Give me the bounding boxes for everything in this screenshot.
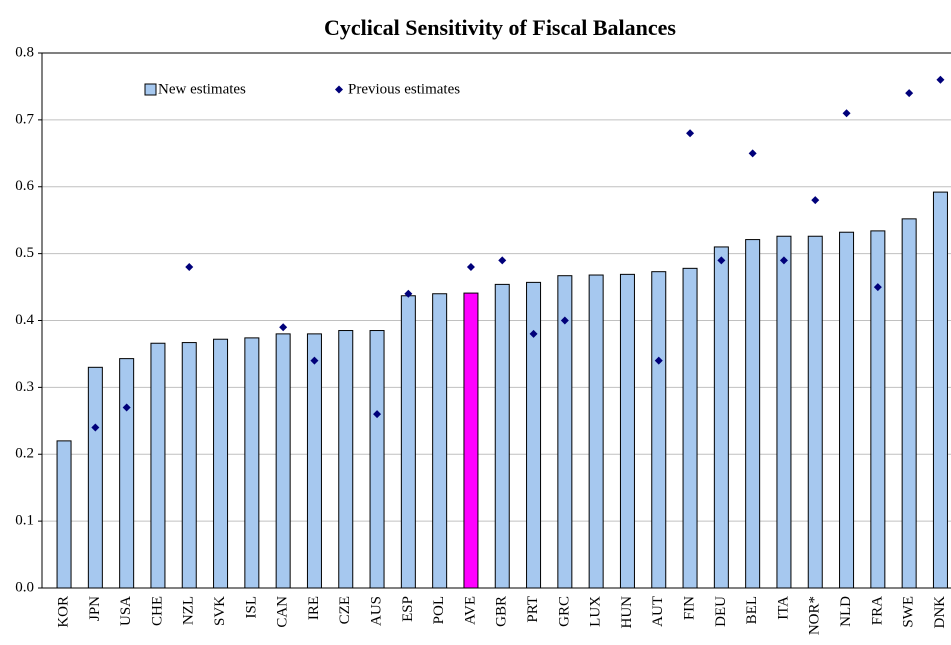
y-tick-label: 0.5 xyxy=(15,245,34,261)
y-tick-label: 0.2 xyxy=(15,446,34,462)
x-tick-label: IRE xyxy=(306,596,322,620)
y-tick-label: 0.8 xyxy=(15,44,34,60)
x-tick-label: CZE xyxy=(337,596,353,624)
x-tick-label: CHE xyxy=(149,596,165,626)
bar xyxy=(494,283,510,589)
x-tick-label: GRC xyxy=(556,596,572,627)
x-tick-label: KOR xyxy=(55,596,71,628)
bar xyxy=(181,342,197,589)
bar xyxy=(588,274,604,589)
marker xyxy=(404,289,413,298)
x-tick-label: NOR* xyxy=(807,596,823,635)
bar xyxy=(651,271,667,589)
x-tick-label: ISL xyxy=(243,596,259,619)
marker xyxy=(654,356,663,365)
marker xyxy=(279,323,288,332)
bar xyxy=(776,235,792,589)
bar xyxy=(526,281,542,589)
x-tick-label: SWE xyxy=(901,596,917,628)
marker xyxy=(498,256,507,265)
marker xyxy=(529,329,538,338)
bar xyxy=(213,338,229,589)
marker xyxy=(748,149,757,158)
marker xyxy=(560,316,569,325)
y-tick-label: 0.1 xyxy=(15,513,34,529)
marker xyxy=(873,283,882,292)
bar xyxy=(463,292,479,589)
marker xyxy=(91,423,100,432)
x-tick-label: USA xyxy=(118,596,134,626)
bar xyxy=(839,231,855,589)
x-tick-label: ITA xyxy=(775,596,791,620)
legend-swatch xyxy=(335,85,343,94)
marker xyxy=(811,196,820,205)
x-tick-label: ESP xyxy=(400,596,416,622)
bar xyxy=(400,295,416,589)
bar xyxy=(119,358,135,589)
y-tick-label: 0.7 xyxy=(15,111,34,127)
marker xyxy=(717,256,726,265)
bar xyxy=(338,330,354,589)
x-tick-label: GBR xyxy=(494,596,510,627)
x-tick-label: FRA xyxy=(869,596,885,625)
legend-swatch xyxy=(144,83,157,96)
x-tick-label: PRT xyxy=(525,596,541,623)
x-tick-label: DNK xyxy=(932,596,948,629)
marker xyxy=(373,410,382,419)
bar xyxy=(807,235,823,589)
bar xyxy=(713,246,729,589)
y-tick-label: 0.0 xyxy=(15,579,34,595)
bar xyxy=(87,366,103,589)
marker xyxy=(310,356,319,365)
bar xyxy=(150,342,166,589)
x-tick-label: BEL xyxy=(744,596,760,624)
bar xyxy=(275,333,291,589)
bar xyxy=(369,330,385,589)
x-tick-label: DEU xyxy=(713,596,729,627)
legend-label: Previous estimates xyxy=(348,81,460,97)
marker xyxy=(185,263,194,271)
x-tick-label: JPN xyxy=(87,596,103,621)
bar xyxy=(56,440,72,589)
bar xyxy=(682,267,698,589)
x-tick-label: NZL xyxy=(181,596,197,625)
marker xyxy=(686,129,695,138)
marker xyxy=(842,109,851,118)
x-tick-label: NLD xyxy=(838,596,854,627)
marker xyxy=(905,89,914,98)
marker xyxy=(936,75,945,84)
x-tick-label: FIN xyxy=(681,596,697,620)
x-tick-label: HUN xyxy=(619,596,635,629)
marker xyxy=(779,256,788,265)
bar xyxy=(432,293,448,589)
x-tick-label: AVE xyxy=(462,596,478,625)
marker xyxy=(122,403,131,412)
x-tick-label: AUT xyxy=(650,596,666,627)
x-tick-label: SVK xyxy=(212,596,228,626)
chart-title: Cyclical Sensitivity of Fiscal Balances xyxy=(324,15,676,40)
x-tick-label: AUS xyxy=(368,596,384,626)
y-tick-label: 0.3 xyxy=(15,379,34,395)
x-tick-label: CAN xyxy=(275,596,291,628)
bar xyxy=(745,239,761,589)
bar xyxy=(244,337,260,589)
bar xyxy=(619,273,635,589)
x-tick-label: LUX xyxy=(588,596,604,627)
x-tick-label: POL xyxy=(431,596,447,624)
y-tick-label: 0.6 xyxy=(15,178,34,194)
bar xyxy=(932,191,948,589)
bar xyxy=(306,333,322,589)
legend-label: New estimates xyxy=(158,81,246,97)
bar xyxy=(901,218,917,589)
marker xyxy=(466,263,475,271)
y-tick-label: 0.4 xyxy=(15,312,34,328)
